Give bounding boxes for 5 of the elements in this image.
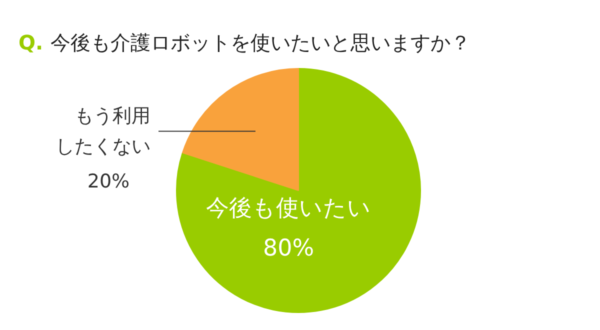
chart-title: Q. 今後も介護ロボットを使いたいと思いますか？ [18, 30, 470, 54]
data-label: 80% [262, 236, 314, 262]
slice-label: 今後も使いたい [206, 196, 371, 222]
data-label: 20% [87, 170, 130, 192]
slice-label: もう利用したくない [56, 104, 150, 158]
